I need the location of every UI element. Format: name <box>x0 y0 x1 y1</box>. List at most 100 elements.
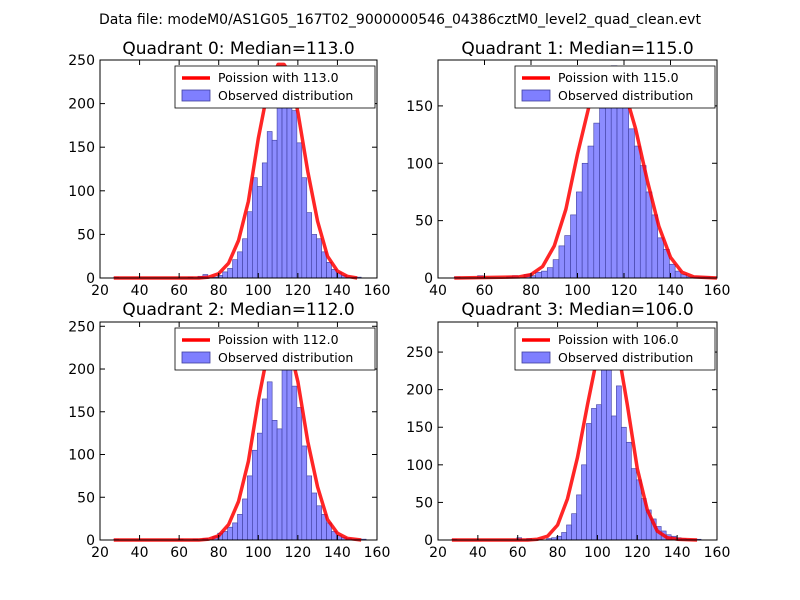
histogram-bar <box>281 368 288 541</box>
x-tick-label: 20 <box>429 545 447 561</box>
histogram-bar <box>628 128 635 279</box>
histogram-bar <box>616 385 622 541</box>
histogram-bar <box>657 237 664 279</box>
histogram-bar <box>247 475 253 541</box>
quadrant-2-ticks: 20 40 60 80 100 120 140 160 0 50 100 150 200 250 <box>68 319 390 561</box>
quadrant-1-legend: Poission with 115.0 Observed distribution <box>514 65 716 109</box>
histogram-bar <box>271 420 278 541</box>
histogram-bar <box>645 191 653 279</box>
quadrant-2-chart: Quadrant 2: Median=112.0 20 40 60 80 100 120 1… <box>68 300 390 561</box>
legend-observed-swatch <box>521 89 551 102</box>
histogram-bar <box>242 498 248 541</box>
x-tick-label: 60 <box>476 283 494 299</box>
histogram-bar <box>616 82 624 279</box>
histogram-bar <box>296 407 303 541</box>
histogram-bar <box>286 368 293 541</box>
histogram-bar <box>276 428 283 541</box>
quadrant-1-bars <box>453 65 711 279</box>
quadrant-3-legend: Poission with 106.0 Observed distribution <box>514 327 716 371</box>
x-tick-label: 120 <box>284 545 311 561</box>
histogram-bar <box>232 522 238 541</box>
figure-suptitle: Data file: modeM0/AS1G05_167T02_90000005… <box>99 12 701 28</box>
y-tick-label: 50 <box>77 227 95 243</box>
x-tick-label: 20 <box>91 545 109 561</box>
histogram-bar <box>247 211 253 279</box>
histogram-bar <box>611 415 617 541</box>
histogram-bar <box>286 83 293 279</box>
y-tick-label: 50 <box>415 495 433 511</box>
x-tick-label: 60 <box>170 283 188 299</box>
quadrant-3-chart: Quadrant 3: Median=106.0 20 40 60 80 100 120 1… <box>406 300 730 561</box>
histogram-bar <box>634 145 641 279</box>
histogram-bar <box>252 449 258 541</box>
legend-poisson-label: Poission with 113.0 <box>218 70 339 85</box>
histogram-bar <box>222 271 228 279</box>
x-tick-label: 100 <box>245 283 272 299</box>
histogram-bar <box>631 468 637 541</box>
histogram-bar <box>535 271 542 279</box>
quadrant-1-ticks: 40 60 80 100 120 140 160 0 50 100 150 <box>406 60 730 299</box>
y-tick-label: 200 <box>406 383 433 399</box>
x-tick-label: 120 <box>284 283 311 299</box>
y-tick-label: 150 <box>406 99 433 115</box>
histogram-bar <box>564 235 571 279</box>
histogram-bar <box>576 191 583 279</box>
x-tick-label: 160 <box>364 283 391 299</box>
y-tick-label: 0 <box>86 271 95 287</box>
x-tick-label: 60 <box>170 545 188 561</box>
legend-observed-label: Observed distribution <box>218 88 353 103</box>
quadrant-0-legend: Poission with 113.0 Observed distribution <box>174 65 376 109</box>
histogram-bar <box>558 245 566 279</box>
histogram-bar <box>266 131 273 279</box>
histogram-bar <box>271 139 278 279</box>
quadrant-3-axes <box>437 321 718 541</box>
histogram-bar <box>596 404 602 541</box>
quadrant-3-title: Quadrant 3: Median=106.0 <box>461 300 693 320</box>
x-tick-label: 140 <box>324 545 351 561</box>
histogram-bar <box>622 103 629 279</box>
legend-poisson-label: Poission with 106.0 <box>558 332 679 347</box>
x-tick-label: 140 <box>324 283 351 299</box>
quadrant-3-ticks: 20 40 60 80 100 120 140 160 0 50 100 150 200 250 <box>406 322 730 561</box>
histogram-bar <box>576 494 582 541</box>
y-tick-label: 100 <box>406 458 433 474</box>
legend-observed-swatch <box>181 351 211 364</box>
histogram-bar <box>621 426 627 541</box>
histogram-bar <box>237 251 243 279</box>
histogram-bar <box>626 441 632 541</box>
legend-poisson-label: Poission with 115.0 <box>558 70 679 85</box>
x-tick-label: 40 <box>131 283 149 299</box>
quadrant-1-chart: Quadrant 1: Median=115.0 40 60 80 100 120 140… <box>406 39 730 299</box>
y-tick-label: 0 <box>86 533 95 549</box>
y-tick-label: 0 <box>424 271 433 287</box>
x-tick-label: 120 <box>624 545 651 561</box>
histogram-bar <box>639 165 647 279</box>
x-tick-label: 40 <box>131 545 149 561</box>
axes-frame <box>99 321 378 541</box>
histogram-bar <box>570 214 577 279</box>
quadrant-3-bars <box>451 351 702 541</box>
histogram-bar <box>326 262 332 279</box>
histogram-bar <box>227 268 233 279</box>
histogram-bar <box>606 351 612 541</box>
histogram-bar <box>232 259 238 279</box>
histogram-bar <box>581 162 589 279</box>
x-tick-label: 40 <box>429 283 447 299</box>
histogram-bar <box>306 475 313 541</box>
y-tick-label: 250 <box>68 319 95 335</box>
y-tick-label: 100 <box>68 184 95 200</box>
histogram-bar <box>587 145 595 279</box>
histogram-bar <box>261 162 268 279</box>
x-tick-label: 80 <box>549 545 567 561</box>
x-tick-label: 80 <box>522 283 540 299</box>
histogram-bar <box>242 238 248 279</box>
histogram-bar <box>316 505 322 541</box>
histogram-bar <box>291 385 298 541</box>
y-tick-label: 50 <box>415 214 433 230</box>
legend-observed-label: Observed distribution <box>558 88 693 103</box>
histogram-bar <box>593 122 600 279</box>
axes-frame <box>437 321 718 541</box>
quadrant-0-axes <box>99 59 378 279</box>
x-tick-label: 80 <box>210 545 228 561</box>
